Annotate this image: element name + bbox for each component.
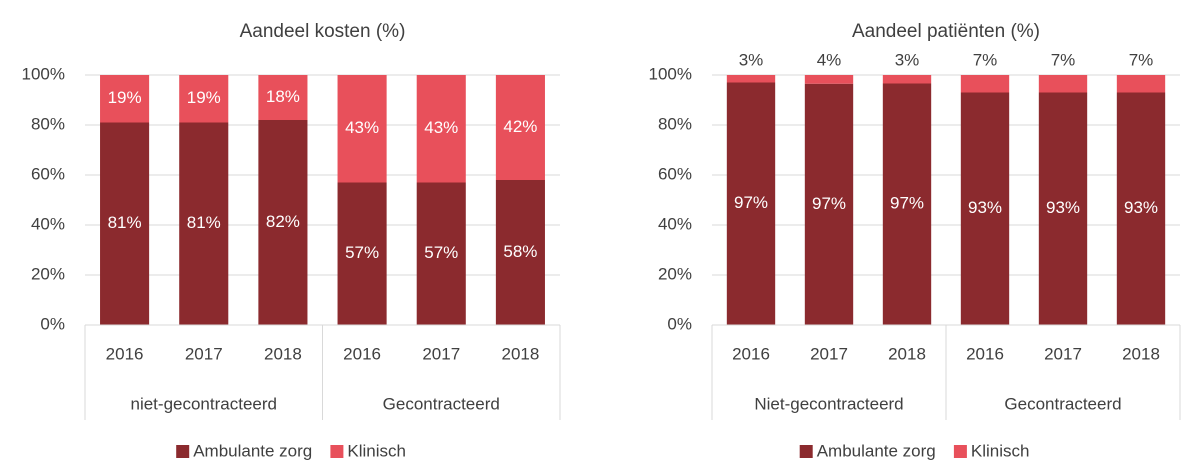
data-label: 93%	[1124, 198, 1158, 217]
bar-segment	[495, 180, 545, 325]
x-tick-label: 2018	[502, 344, 540, 363]
y-tick-label: 80%	[31, 114, 65, 133]
bar-segment	[882, 83, 932, 325]
y-tick-label: 100%	[649, 64, 692, 83]
x-tick-label: 2017	[810, 344, 848, 363]
legend-label: Ambulante zorg	[817, 441, 936, 460]
bar-segment	[100, 122, 150, 325]
group-label: niet-gecontracteerd	[131, 394, 277, 413]
data-label: 57%	[424, 243, 458, 262]
data-label: 97%	[890, 194, 924, 213]
data-label: 82%	[266, 212, 300, 231]
bar-segment	[416, 182, 466, 325]
bar-segment	[179, 122, 229, 325]
x-tick-label: 2018	[1122, 344, 1160, 363]
bar-segment	[1116, 75, 1166, 93]
x-tick-label: 2016	[106, 344, 144, 363]
x-tick-label: 2016	[343, 344, 381, 363]
bar-segment	[882, 75, 932, 84]
bar-segment	[495, 75, 545, 180]
legend-swatch	[330, 445, 344, 458]
data-label: 3%	[895, 50, 920, 69]
bar-segment	[1116, 92, 1166, 325]
x-tick-label: 2017	[422, 344, 460, 363]
x-tick-label: 2016	[732, 344, 770, 363]
data-label: 3%	[739, 50, 764, 69]
data-label: 18%	[266, 87, 300, 106]
data-label: 81%	[108, 213, 142, 232]
bar-segment	[258, 120, 308, 325]
bar-segment	[804, 83, 854, 325]
data-label: 19%	[187, 88, 221, 107]
y-tick-label: 60%	[31, 164, 65, 183]
data-label: 97%	[812, 194, 846, 213]
x-tick-label: 2016	[966, 344, 1004, 363]
data-label: 93%	[1046, 198, 1080, 217]
bar-segment	[416, 75, 466, 183]
y-tick-label: 100%	[22, 64, 65, 83]
x-tick-label: 2017	[185, 344, 223, 363]
bar-segment	[100, 75, 150, 123]
data-label: 57%	[345, 243, 379, 262]
y-tick-label: 80%	[658, 114, 692, 133]
bar-segment	[804, 75, 854, 84]
bar-segment	[726, 75, 776, 83]
bar-segment	[726, 82, 776, 325]
data-label: 58%	[503, 242, 537, 261]
data-label: 93%	[968, 198, 1002, 217]
y-tick-label: 0%	[667, 314, 692, 333]
y-tick-label: 40%	[31, 214, 65, 233]
y-tick-label: 60%	[658, 164, 692, 183]
group-label: Gecontracteerd	[1004, 394, 1121, 413]
data-label: 97%	[734, 193, 768, 212]
y-tick-label: 20%	[31, 264, 65, 283]
bar-segment	[1038, 75, 1088, 93]
chart-title: Aandeel kosten (%)	[240, 21, 406, 42]
group-label: Gecontracteerd	[383, 394, 500, 413]
data-label: 7%	[1129, 50, 1154, 69]
x-tick-label: 2018	[888, 344, 926, 363]
data-label: 4%	[817, 50, 842, 69]
chart-title: Aandeel patiënten (%)	[852, 21, 1040, 42]
legend-label: Klinisch	[971, 441, 1030, 460]
group-label: Niet-gecontracteerd	[754, 394, 903, 413]
legend-swatch	[953, 445, 967, 458]
legend-swatch	[176, 445, 190, 458]
y-tick-label: 20%	[658, 264, 692, 283]
y-tick-label: 40%	[658, 214, 692, 233]
bar-segment	[179, 75, 229, 123]
x-tick-label: 2017	[1044, 344, 1082, 363]
y-tick-label: 0%	[40, 314, 65, 333]
bar-segment	[1038, 92, 1088, 325]
bar-segment	[337, 182, 387, 325]
x-tick-label: 2018	[264, 344, 302, 363]
bar-segment	[960, 92, 1010, 325]
data-label: 7%	[973, 50, 998, 69]
legend-swatch	[799, 445, 813, 458]
data-label: 43%	[424, 118, 458, 137]
bar-segment	[258, 75, 308, 120]
bar-segment	[960, 75, 1010, 93]
data-label: 19%	[108, 88, 142, 107]
data-label: 81%	[187, 213, 221, 232]
data-label: 7%	[1051, 50, 1076, 69]
data-label: 43%	[345, 118, 379, 137]
data-label: 42%	[503, 117, 537, 136]
bar-segment	[337, 75, 387, 183]
legend-label: Klinisch	[347, 441, 406, 460]
legend-label: Ambulante zorg	[193, 441, 312, 460]
